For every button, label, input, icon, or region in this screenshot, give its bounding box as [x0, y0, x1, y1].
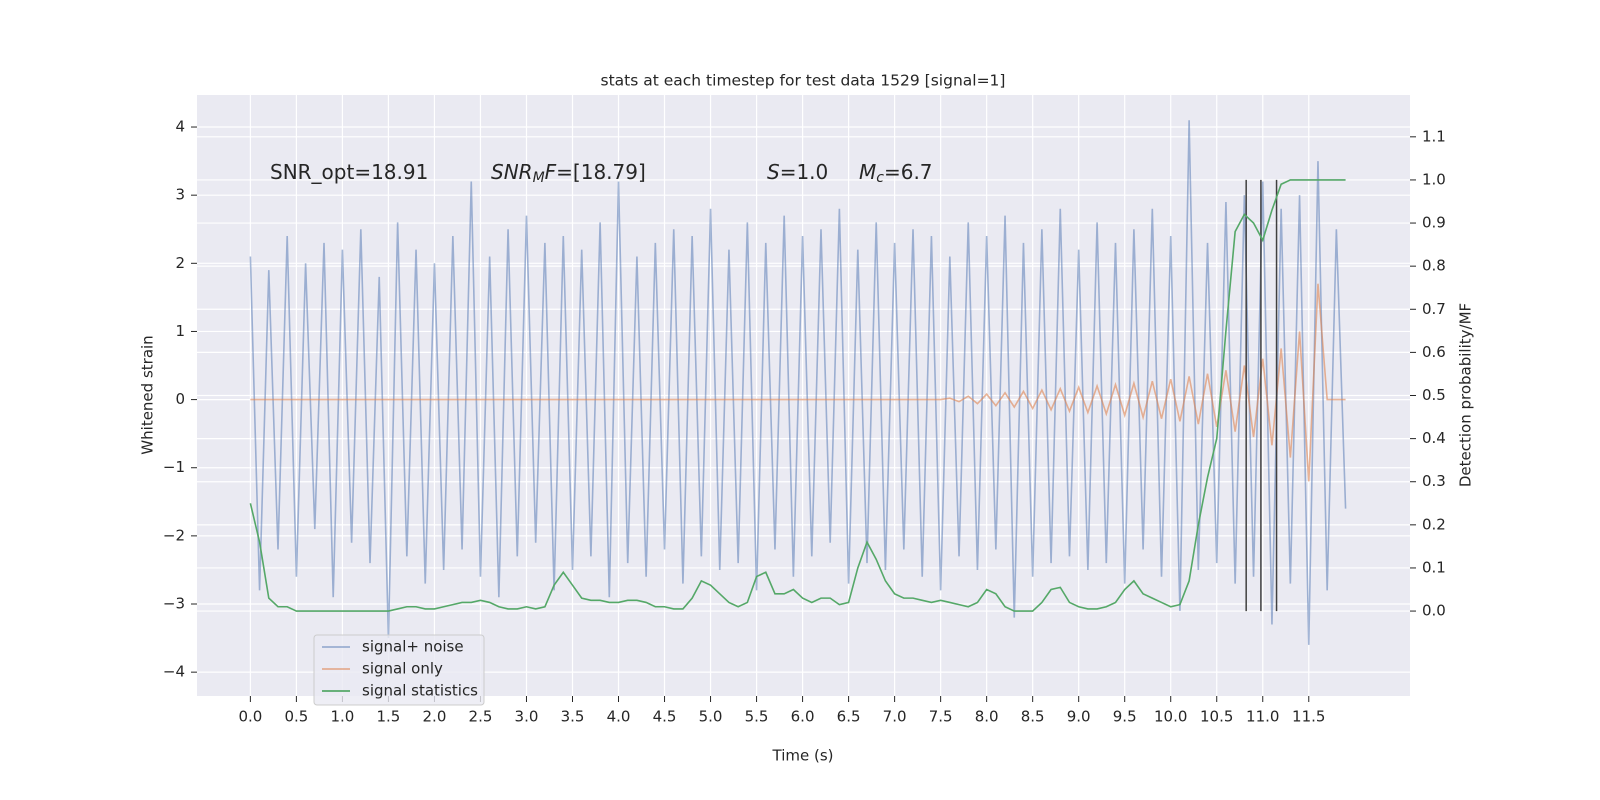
x-tick-label: 2.5 — [469, 708, 493, 726]
y2-tick-label: 0.7 — [1422, 300, 1446, 318]
y2-tick-label: 1.0 — [1422, 170, 1446, 188]
annotation-part: M — [533, 170, 545, 186]
x-tick-label: 2.0 — [423, 708, 447, 726]
y-tick-label: 0 — [175, 390, 185, 408]
annotation-part: =1.0 — [780, 160, 829, 184]
x-tick-label: 10.5 — [1200, 708, 1233, 726]
series-line — [249, 120, 1347, 645]
x-tick-label: 4.0 — [607, 708, 631, 726]
series-line — [249, 179, 1346, 612]
y2-tick-label: 0.4 — [1422, 429, 1446, 447]
legend-label: signal statistics — [362, 682, 478, 700]
x-tick-label: 5.0 — [699, 708, 723, 726]
y-tick-label: −1 — [163, 458, 185, 476]
legend-label: signal+ noise — [362, 638, 464, 656]
x-tick-label: 9.0 — [1067, 708, 1091, 726]
annotation-part: =[18.79] — [556, 160, 646, 184]
x-tick-label: 7.0 — [883, 708, 907, 726]
annotation: SNRMF=[18.79] — [491, 160, 646, 187]
y2-tick-label: 0.3 — [1422, 472, 1446, 490]
series-line — [250, 283, 1346, 482]
annotation-part: c — [876, 170, 884, 186]
x-tick-label: 0.0 — [238, 708, 262, 726]
y-tick-label: 3 — [175, 186, 185, 204]
x-tick-label: 11.5 — [1292, 708, 1325, 726]
x-tick-label: 1.5 — [376, 708, 400, 726]
y-tick-label: −4 — [163, 663, 185, 681]
annotation: SNR_opt=18.91 — [270, 160, 428, 184]
legend: signal+ noise signal only signal statistic… — [313, 634, 485, 706]
x-tick-label: 1.0 — [330, 708, 354, 726]
annotation-part: F — [545, 160, 557, 184]
x-tick-label: 4.5 — [653, 708, 677, 726]
y2-tick-label: 0.8 — [1422, 257, 1446, 275]
x-tick-label: 3.5 — [561, 708, 585, 726]
y2-tick-label: 0.2 — [1422, 515, 1446, 533]
annotation-part: S — [767, 160, 780, 184]
annotation-part: =6.7 — [884, 160, 933, 184]
y-tick-label: −2 — [163, 526, 185, 544]
annotation-part: SNR_opt=18.91 — [270, 160, 428, 184]
legend-label: signal only — [362, 660, 443, 678]
x-tick-label: 3.0 — [515, 708, 539, 726]
y-axis-label: Whitened strain — [139, 335, 157, 454]
x-tick-label: 8.0 — [975, 708, 999, 726]
x-tick-label: 6.5 — [837, 708, 861, 726]
x-tick-label: 7.5 — [929, 708, 953, 726]
x-tick-label: 8.5 — [1021, 708, 1045, 726]
annotation: Mc=6.7 — [859, 160, 933, 187]
y-tick-label: 1 — [175, 322, 185, 340]
annotation: S=1.0 — [767, 160, 828, 184]
x-tick-label: 10.0 — [1154, 708, 1187, 726]
y2-tick-label: 0.5 — [1422, 386, 1446, 404]
annotation-part: SNR — [491, 160, 533, 184]
y-tick-label: 2 — [175, 254, 185, 272]
x-tick-label: 6.0 — [791, 708, 815, 726]
x-tick-label: 5.5 — [745, 708, 769, 726]
x-tick-label: 0.5 — [284, 708, 308, 726]
y-tick-label: 4 — [175, 118, 185, 136]
y2-tick-label: 0.6 — [1422, 343, 1446, 361]
y2-axis-label: Detection probability/MF — [1457, 303, 1475, 487]
legend-frame — [313, 634, 485, 706]
x-tick-label: 11.0 — [1246, 708, 1279, 726]
chart-title: stats at each timestep for test data 152… — [601, 72, 1006, 90]
x-axis-label: Time (s) — [772, 747, 834, 765]
y2-tick-label: 0.9 — [1422, 214, 1446, 232]
y2-tick-label: 0.0 — [1422, 602, 1446, 620]
y2-tick-label: 0.1 — [1422, 558, 1446, 576]
x-tick-label: 9.5 — [1113, 708, 1137, 726]
y-tick-label: −3 — [163, 595, 185, 613]
annotation-part: M — [859, 160, 876, 184]
y2-tick-label: 1.1 — [1422, 127, 1446, 145]
